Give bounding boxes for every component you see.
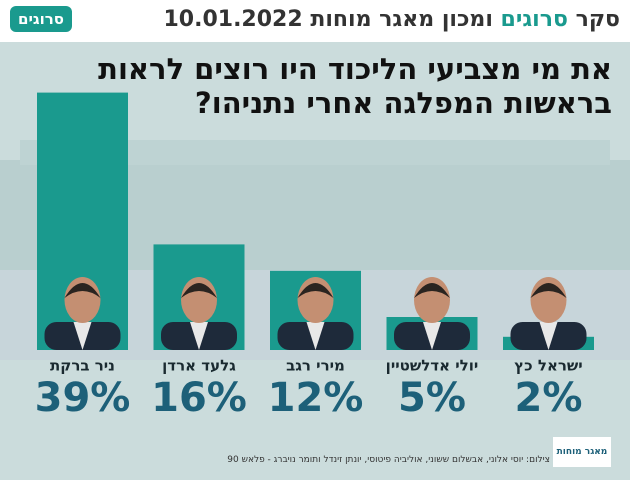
value-label: 12% xyxy=(268,375,364,421)
shirt xyxy=(73,322,92,350)
value-label: 5% xyxy=(398,375,466,421)
shirt xyxy=(306,322,325,350)
title-line: בראשות המפלגה אחרי נתניהו? xyxy=(194,86,612,120)
photo xyxy=(277,277,354,350)
institute: ומכון מאגר מוחות xyxy=(310,7,493,32)
survey: סקר xyxy=(575,7,620,32)
title-line: את מי מצביעי הליכוד היו רוצים לראות xyxy=(98,52,612,86)
hair xyxy=(297,283,334,298)
shirt xyxy=(539,322,558,350)
logo: סרוגים xyxy=(10,6,72,32)
photo xyxy=(510,277,587,350)
hair xyxy=(530,283,567,298)
x-tick-label: יולי אדלשטיין xyxy=(386,357,479,375)
shirt xyxy=(423,322,441,350)
x-tick-label: ישראל כץ xyxy=(514,357,582,375)
hair xyxy=(64,283,101,298)
hair xyxy=(181,283,217,298)
x-tick-label: גלעד ארדן xyxy=(162,357,236,375)
hair xyxy=(414,283,450,298)
chart-title: את מי מצביעי הליכוד היו רוצים לראות בראש… xyxy=(52,52,612,120)
photo xyxy=(394,277,470,350)
photo-credit: צילום: יוסי אלוני, אבשלום ששוני, אוליביה… xyxy=(227,455,550,465)
photo xyxy=(161,277,237,350)
x-tick-label: מירי רגב xyxy=(286,357,345,375)
photo xyxy=(44,277,121,350)
brand: סרוגים xyxy=(500,7,568,32)
value-label: 16% xyxy=(151,375,247,421)
value-label: 2% xyxy=(515,375,583,421)
footer-logo: מאגר מוחות xyxy=(553,437,611,467)
value-label: 39% xyxy=(35,375,131,421)
x-tick-label: ניר ברקת xyxy=(50,357,115,375)
header-text: סקר סרוגים ומכון מאגר מוחות 10.01.2022 xyxy=(163,7,620,32)
header: סקר סרוגים ומכון מאגר מוחות 10.01.2022 ס… xyxy=(0,0,630,42)
shirt xyxy=(190,322,208,350)
date: 10.01.2022 xyxy=(163,7,303,32)
